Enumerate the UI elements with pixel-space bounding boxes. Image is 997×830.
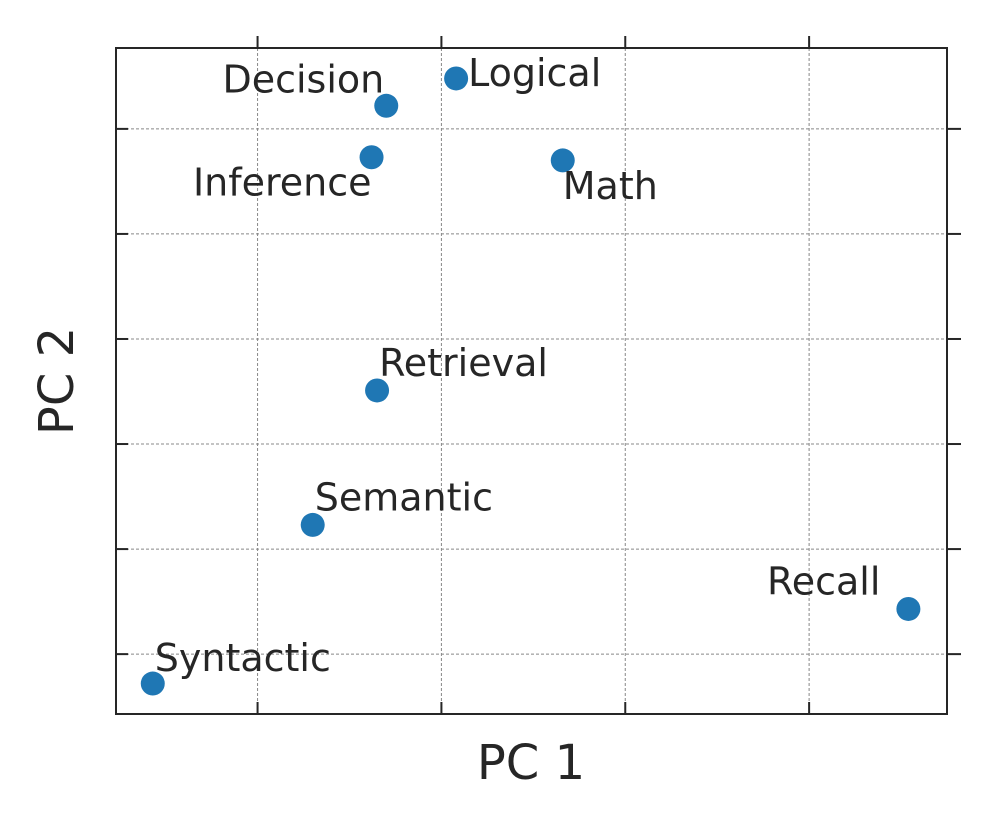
point [896, 596, 921, 621]
point [300, 512, 325, 537]
point-label: Logical [468, 51, 601, 95]
point [140, 671, 165, 696]
point-label: Decision [222, 57, 384, 101]
point [444, 66, 469, 91]
point-label: Semantic [315, 475, 493, 519]
point [550, 148, 575, 173]
point-label: Math [563, 164, 658, 208]
x-axis-label: PC 1 [477, 735, 585, 791]
point [359, 145, 384, 170]
point-label: Retrieval [379, 341, 548, 385]
point [365, 378, 390, 403]
point-label: Inference [193, 161, 372, 205]
point [374, 93, 399, 118]
point-label: Syntactic [155, 636, 331, 680]
plot-frame [115, 47, 948, 715]
y-axis-label: PC 2 [29, 327, 85, 435]
point-label: Recall [767, 559, 880, 603]
